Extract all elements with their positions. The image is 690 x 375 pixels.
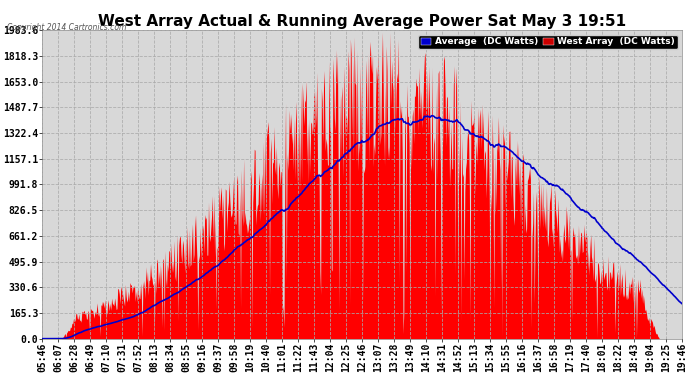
Text: Copyright 2014 Cartronics.com: Copyright 2014 Cartronics.com	[7, 23, 126, 32]
Title: West Array Actual & Running Average Power Sat May 3 19:51: West Array Actual & Running Average Powe…	[98, 14, 627, 29]
Legend: Average  (DC Watts), West Array  (DC Watts): Average (DC Watts), West Array (DC Watts…	[418, 35, 678, 49]
